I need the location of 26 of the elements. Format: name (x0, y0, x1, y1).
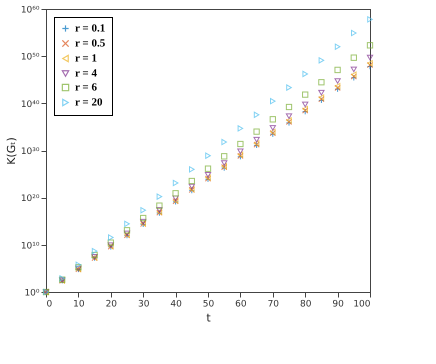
y-tick-label: 10⁵⁰ (20, 52, 40, 63)
y-tick-label: 10²⁰ (20, 194, 40, 204)
y-tick-label: 10⁰ (24, 288, 40, 298)
legend-label: r = 0.1 (75, 22, 106, 34)
x-tick-label: 90 (332, 300, 344, 310)
x-tick-label: 100 (353, 300, 371, 310)
legend-label: r = 4 (75, 68, 98, 80)
x-tick-label: 60 (235, 300, 247, 310)
x-tick-label: 70 (268, 300, 280, 310)
x-tick-label: 80 (300, 300, 312, 310)
y-tick-label: 10⁴⁰ (20, 100, 40, 110)
y-tick-label: 10³⁰ (20, 147, 40, 157)
x-tick-label: 40 (170, 300, 182, 310)
y-tick-label: 10¹⁰ (20, 241, 40, 252)
y-axis-title: K(Gₜ) (4, 137, 18, 165)
legend-label: r = 20 (75, 96, 103, 108)
x-tick-label: 0 (46, 300, 52, 310)
legend-label: r = 0.5 (75, 38, 106, 50)
x-tick-label: 30 (138, 300, 150, 310)
x-tick-label: 20 (106, 300, 118, 310)
x-tick-label: 50 (202, 300, 214, 310)
legend-label: r = 6 (75, 82, 98, 94)
x-axis-title: t (206, 312, 212, 324)
legend-label: r = 1 (75, 52, 97, 64)
y-tick-label: 10⁶⁰ (20, 6, 40, 16)
x-tick-label: 10 (73, 300, 85, 310)
